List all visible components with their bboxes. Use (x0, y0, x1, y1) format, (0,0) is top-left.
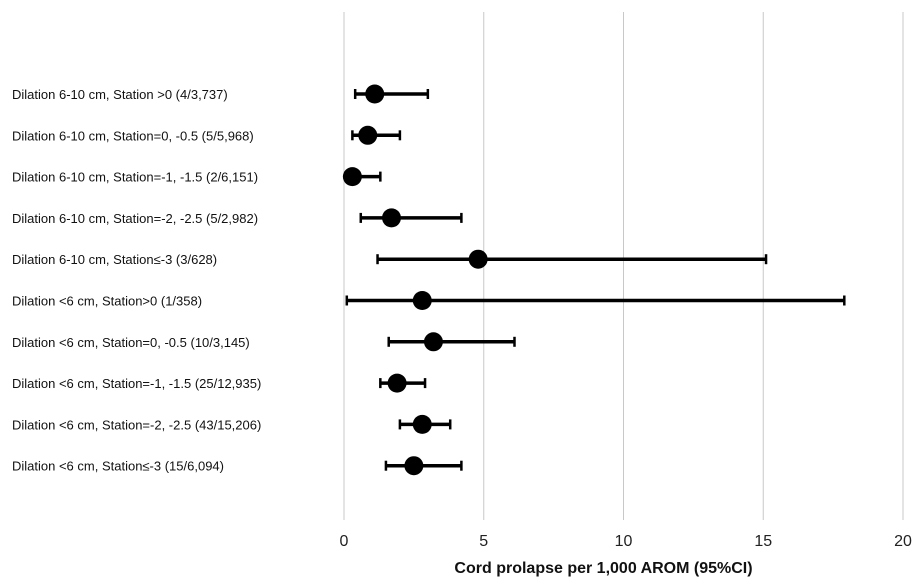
forest-row: Dilation 6-10 cm, Station >0 (4/3,737) (12, 84, 430, 104)
row-label: Dilation 6-10 cm, Station≤-3 (3/628) (12, 252, 217, 267)
x-tick-label: 10 (615, 533, 633, 550)
row-label: Dilation 6-10 cm, Station=-2, -2.5 (5/2,… (12, 211, 258, 226)
point-estimate (412, 414, 432, 434)
point-estimate (382, 208, 402, 228)
forest-row: Dilation <6 cm, Station=-1, -1.5 (25/12,… (12, 373, 427, 393)
row-label: Dilation 6-10 cm, Station=0, -0.5 (5/5,9… (12, 128, 254, 143)
row-label: Dilation <6 cm, Station≤-3 (15/6,094) (12, 459, 224, 474)
x-tick-label: 15 (754, 533, 772, 550)
row-label: Dilation 6-10 cm, Station=-1, -1.5 (2/6,… (12, 170, 258, 185)
point-estimate (412, 291, 432, 310)
point-estimate (358, 125, 378, 145)
x-axis-ticks: 0 5 10 15 20 (340, 533, 912, 550)
row-label: Dilation <6 cm, Station=0, -0.5 (10/3,14… (12, 335, 250, 350)
row-label: Dilation <6 cm, Station>0 (1/358) (12, 294, 202, 309)
forest-row: Dilation <6 cm, Station≤-3 (15/6,094) (12, 456, 463, 476)
forest-row: Dilation 6-10 cm, Station≤-3 (3/628) (12, 249, 768, 269)
point-estimate (365, 84, 385, 104)
point-estimate (387, 373, 407, 393)
forest-row: Dilation <6 cm, Station>0 (1/358) (12, 291, 846, 310)
point-estimate (342, 167, 362, 187)
row-label: Dilation <6 cm, Station=-2, -2.5 (43/15,… (12, 417, 261, 432)
plot-rows: Dilation 6-10 cm, Station >0 (4/3,737) Di… (12, 84, 846, 476)
forest-row: Dilation <6 cm, Station=-2, -2.5 (43/15,… (12, 414, 452, 434)
forest-row: Dilation 6-10 cm, Station=-2, -2.5 (5/2,… (12, 208, 463, 228)
forest-row: Dilation <6 cm, Station=0, -0.5 (10/3,14… (12, 332, 516, 352)
x-tick-label: 0 (340, 533, 349, 550)
forest-row: Dilation 6-10 cm, Station=-1, -1.5 (2/6,… (12, 167, 382, 187)
point-estimate (423, 332, 443, 352)
forest-row: Dilation 6-10 cm, Station=0, -0.5 (5/5,9… (12, 125, 402, 145)
x-tick-label: 20 (894, 533, 912, 550)
row-label: Dilation <6 cm, Station=-1, -1.5 (25/12,… (12, 376, 261, 391)
x-axis-title: Cord prolapse per 1,000 AROM (95%CI) (454, 560, 752, 577)
x-tick-label: 5 (479, 533, 488, 550)
row-label: Dilation 6-10 cm, Station >0 (4/3,737) (12, 87, 228, 102)
point-estimate (468, 249, 488, 269)
point-estimate (404, 456, 424, 476)
grid-lines (343, 12, 904, 520)
